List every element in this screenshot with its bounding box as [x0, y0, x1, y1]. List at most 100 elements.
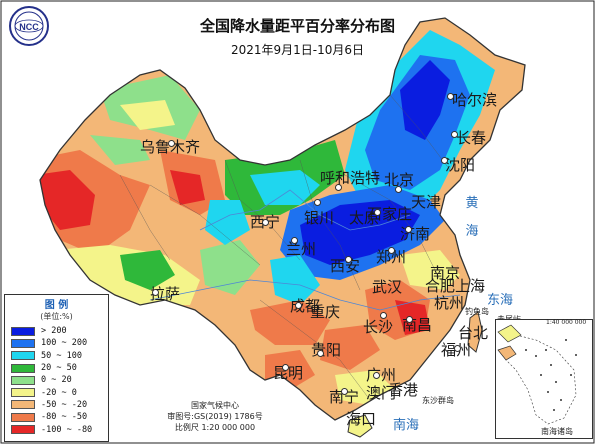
legend-swatch [11, 388, 35, 398]
sea-label-east: 东海 [487, 293, 514, 308]
legend-label: 50 ~ 100 [41, 350, 82, 361]
province-borders [119, 94, 451, 401]
city-marker [335, 184, 342, 191]
city-taiyuan: 太原 [349, 209, 380, 227]
sea-label-south: 南海 [393, 418, 420, 433]
city-marker [345, 256, 352, 263]
city-guangzhou: 广州 [366, 366, 397, 384]
legend-row: -100 ~ -80 [5, 423, 108, 435]
city-changchun: 长春 [456, 129, 487, 147]
legend-label: -100 ~ -80 [41, 424, 93, 435]
city-shanghai: 上海 [455, 277, 486, 295]
legend-row: 0 ~ 20 [5, 374, 108, 386]
legend-swatch [11, 326, 35, 336]
city-marker [291, 237, 298, 244]
city-yinchuan: 银川 [304, 209, 335, 227]
city-marker [282, 364, 289, 371]
city-marker [406, 316, 413, 323]
legend-swatch [11, 425, 35, 435]
credits: 国家气候中心 审图号:GS(2019) 1786号 比例尺 1:20 000 0… [135, 400, 295, 433]
legend-label: > 200 [41, 326, 67, 337]
city-taibei: 台北 [458, 324, 489, 342]
hainan-island [347, 414, 373, 438]
city-jinan: 济南 [400, 225, 431, 243]
city-marker [168, 140, 175, 147]
city-hongkong: 香港 [388, 381, 419, 399]
city-guiyang: 贵阳 [311, 341, 342, 359]
map-subtitle: 2021年9月1日-10月6日 [230, 43, 365, 57]
city-marker [405, 226, 412, 233]
yangtze-river [149, 279, 461, 311]
sea-label-yellow: 黄海 [465, 196, 479, 239]
credits-scale: 比例尺 1:20 000 000 [174, 423, 256, 432]
city-lanzhou: 兰州 [286, 240, 317, 258]
legend-title: 图 例 [44, 300, 69, 311]
city-hangzhou: 杭州 [434, 294, 465, 312]
city-tianjin: 天津 [411, 193, 442, 211]
city-marker [380, 312, 387, 319]
city-hohhot: 呼和浩特 [320, 169, 381, 187]
city-beijing: 北京 [384, 171, 415, 189]
city-urumqi: 乌鲁木齐 [140, 138, 201, 156]
legend-swatch [11, 351, 35, 361]
map-title: 全国降水量距平百分率分布图 [199, 17, 395, 35]
legend-swatch [11, 338, 35, 348]
legend-swatch [11, 412, 35, 422]
legend-row: -20 ~ 0 [5, 386, 108, 398]
city-marker [373, 372, 380, 379]
city-marker [388, 247, 395, 254]
legend-label: -50 ~ -20 [41, 399, 88, 410]
ncc-logo: NCC [9, 6, 49, 46]
city-marker [395, 186, 402, 193]
south-sea-inset: 南海诸岛 1:40 000 000 [495, 319, 593, 439]
city-marker [317, 350, 324, 357]
city-harbin: 哈尔滨 [452, 91, 498, 109]
city-marker [451, 131, 458, 138]
city-xian: 西安 [330, 257, 361, 275]
city-zhengzhou: 郑州 [376, 248, 407, 266]
city-macau: 澳门 [366, 384, 397, 402]
yellow-river [199, 189, 411, 231]
city-marker [295, 302, 302, 309]
legend-swatch [11, 375, 35, 385]
legend-unit: (单位:%) [40, 312, 73, 321]
china-border [39, 17, 526, 421]
credits-org: 国家气候中心 [191, 401, 239, 410]
city-marker [447, 93, 454, 100]
city-marker [314, 199, 321, 206]
city-nanjing: 南京 [430, 264, 461, 282]
city-marker [262, 219, 269, 226]
legend-row: 20 ~ 50 [5, 362, 108, 374]
city-kunming: 昆明 [273, 364, 304, 382]
inset-title: 南海诸岛 [541, 427, 573, 436]
city-marker [341, 388, 348, 395]
city-marker [152, 289, 159, 296]
city-hefei: 合肥 [425, 277, 456, 295]
legend-label: 0 ~ 20 [41, 375, 72, 386]
taiwan-island [467, 311, 483, 353]
city-wuhan: 武汉 [372, 278, 403, 296]
legend-label: 100 ~ 200 [41, 338, 88, 349]
diaoyu-label: 钓鱼岛 [465, 307, 489, 316]
city-shenyang: 沈阳 [445, 156, 476, 174]
legend-row: 50 ~ 100 [5, 350, 108, 362]
city-marker [374, 209, 381, 216]
legend-swatch [11, 363, 35, 373]
svg-text:NCC: NCC [19, 22, 39, 32]
legend-label: 20 ~ 50 [41, 363, 77, 374]
city-haikou: 海口 [346, 410, 377, 428]
city-chongqing: 重庆 [310, 303, 341, 321]
legend: 图 例 (单位:%) > 200 100 ~ 200 50 ~ 100 20 ~ 50… [4, 294, 109, 442]
city-chengdu: 成都 [290, 297, 321, 315]
credits-approval: 审图号:GS(2019) 1786号 [167, 412, 263, 421]
legend-row: -50 ~ -20 [5, 399, 108, 411]
legend-row: -80 ~ -50 [5, 411, 108, 423]
dongsha-label: 东沙群岛 [422, 396, 454, 405]
inset-scale: 1:40 000 000 [546, 319, 587, 326]
city-changsha: 长沙 [363, 318, 394, 336]
legend-swatch [11, 400, 35, 410]
legend-row: > 200 [5, 325, 108, 337]
legend-label: -20 ~ 0 [41, 387, 77, 398]
